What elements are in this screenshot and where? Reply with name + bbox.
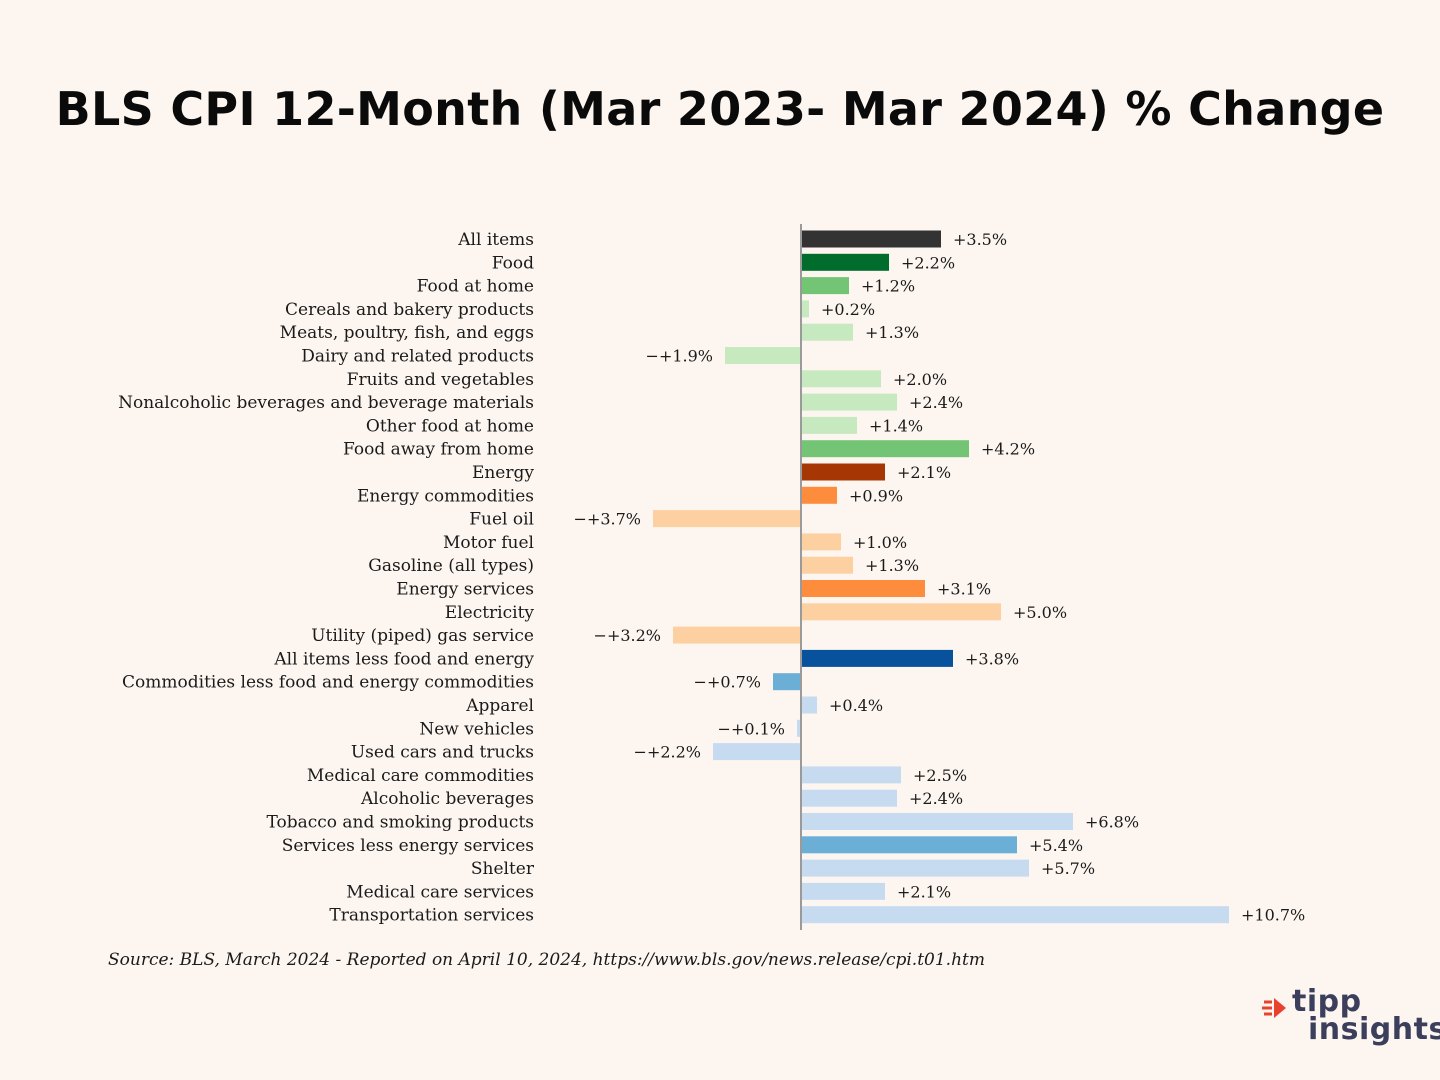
- value-label-1: +2.2%: [901, 253, 955, 272]
- category-label-8: Other food at home: [366, 416, 534, 436]
- value-label-14: +1.3%: [865, 556, 919, 575]
- bar-15: [801, 580, 925, 597]
- bar-22: [713, 743, 801, 761]
- category-label-11: Energy commodities: [357, 486, 534, 506]
- category-label-17: Utility (piped) gas service: [311, 626, 534, 646]
- bar-2: [801, 277, 849, 295]
- category-label-4: Meats, poultry, fish, and eggs: [280, 323, 534, 343]
- category-label-26: Services less energy services: [282, 836, 534, 856]
- value-label-11: +0.9%: [849, 486, 903, 505]
- category-label-6: Fruits and vegetables: [347, 370, 534, 390]
- category-label-0: All items: [457, 230, 534, 250]
- category-label-15: Energy services: [396, 580, 534, 600]
- value-label-9: +4.2%: [981, 440, 1035, 459]
- value-label-2: +1.2%: [861, 277, 915, 296]
- bar-14: [801, 556, 853, 574]
- value-label-4: +1.3%: [865, 323, 919, 342]
- bar-12: [653, 510, 801, 528]
- value-label-3: +0.2%: [821, 300, 875, 319]
- category-label-19: Commodities less food and energy commodi…: [122, 673, 534, 693]
- bar-21: [797, 719, 801, 737]
- value-label-22: −+2.2%: [634, 743, 701, 762]
- category-label-16: Electricity: [445, 603, 535, 623]
- value-label-24: +2.4%: [909, 789, 963, 808]
- category-label-22: Used cars and trucks: [351, 743, 534, 763]
- category-label-9: Food away from home: [343, 440, 534, 460]
- bar-0: [801, 230, 941, 248]
- tipp-insights-logo: tipp insights: [1262, 984, 1440, 1050]
- value-label-27: +5.7%: [1041, 859, 1095, 878]
- bar-28: [801, 882, 885, 900]
- chart-title: BLS CPI 12-Month (Mar 2023- Mar 2024) % …: [55, 82, 1385, 136]
- labels-group: All items +3.5% Food +2.2% Food at home +1.2%…: [118, 230, 1305, 926]
- value-label-16: +5.0%: [1013, 603, 1067, 622]
- bar-29: [801, 906, 1229, 924]
- bar-5: [725, 347, 801, 364]
- category-label-24: Alcoholic beverages: [360, 789, 534, 809]
- logo-text-tipp: tipp: [1292, 984, 1362, 1019]
- category-label-1: Food: [492, 253, 534, 273]
- category-label-3: Cereals and bakery products: [285, 300, 534, 320]
- logo-text-insights: insights: [1308, 1012, 1440, 1047]
- bar-4: [801, 323, 853, 341]
- category-label-2: Food at home: [417, 277, 534, 297]
- value-label-23: +2.5%: [913, 766, 967, 785]
- bar-19: [773, 673, 801, 691]
- value-label-15: +3.1%: [937, 580, 991, 599]
- value-label-8: +1.4%: [869, 416, 923, 435]
- logo-mark-icon: [1262, 998, 1286, 1018]
- category-label-27: Shelter: [471, 859, 535, 879]
- value-label-25: +6.8%: [1085, 813, 1139, 832]
- bar-26: [801, 836, 1017, 854]
- value-label-0: +3.5%: [953, 230, 1007, 249]
- category-label-21: New vehicles: [419, 719, 534, 739]
- value-label-10: +2.1%: [897, 463, 951, 482]
- value-label-26: +5.4%: [1029, 836, 1083, 855]
- category-label-13: Motor fuel: [443, 533, 534, 553]
- value-label-17: −+3.2%: [594, 626, 661, 645]
- bar-7: [801, 393, 897, 411]
- bar-17: [673, 626, 801, 644]
- category-label-28: Medical care services: [346, 882, 534, 902]
- bar-3: [801, 300, 809, 318]
- value-label-7: +2.4%: [909, 393, 963, 412]
- category-label-7: Nonalcoholic beverages and beverage mate…: [118, 393, 534, 413]
- value-label-13: +1.0%: [853, 533, 907, 552]
- bar-27: [801, 859, 1029, 877]
- bars-group: [653, 230, 1229, 924]
- bar-6: [801, 370, 881, 388]
- bar-16: [801, 603, 1001, 621]
- value-label-5: −+1.9%: [646, 347, 713, 366]
- bar-13: [801, 533, 841, 551]
- value-label-19: −+0.7%: [694, 673, 761, 692]
- category-label-5: Dairy and related products: [301, 347, 534, 367]
- category-label-14: Gasoline (all types): [368, 556, 534, 576]
- bar-8: [801, 416, 857, 434]
- value-label-18: +3.8%: [965, 649, 1019, 668]
- value-label-29: +10.7%: [1241, 906, 1305, 925]
- bar-11: [801, 486, 837, 504]
- source-note: Source: BLS, March 2024 - Reported on Ap…: [108, 950, 985, 970]
- bar-23: [801, 766, 901, 784]
- category-label-10: Energy: [472, 463, 534, 483]
- bar-20: [801, 696, 817, 714]
- bar-10: [801, 463, 885, 481]
- value-label-21: −+0.1%: [718, 719, 785, 738]
- category-label-29: Transportation services: [329, 906, 534, 926]
- bar-25: [801, 813, 1073, 830]
- value-label-20: +0.4%: [829, 696, 883, 715]
- bar-24: [801, 789, 897, 807]
- value-label-12: −+3.7%: [574, 510, 641, 529]
- category-label-20: Apparel: [465, 696, 534, 716]
- bar-9: [801, 440, 969, 458]
- category-label-18: All items less food and energy: [273, 649, 534, 669]
- bar-1: [801, 253, 889, 271]
- value-label-6: +2.0%: [893, 370, 947, 389]
- value-label-28: +2.1%: [897, 882, 951, 901]
- bar-18: [801, 649, 953, 667]
- category-label-12: Fuel oil: [469, 510, 534, 530]
- category-label-23: Medical care commodities: [307, 766, 534, 786]
- category-label-25: Tobacco and smoking products: [266, 813, 534, 833]
